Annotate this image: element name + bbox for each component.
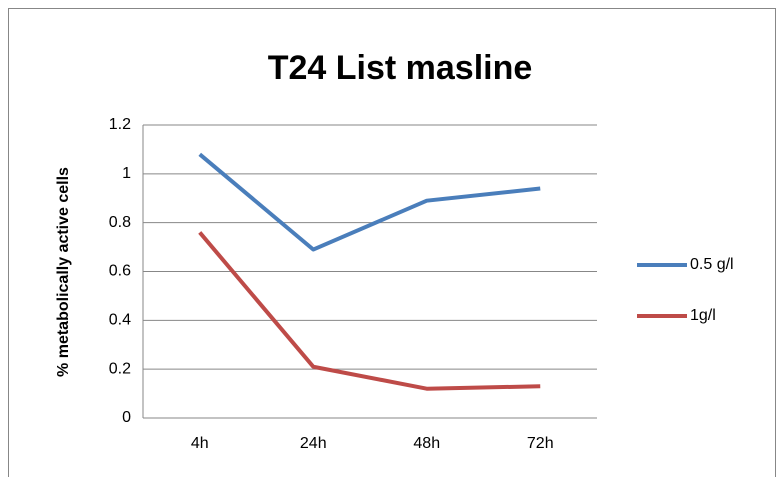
data-line	[198, 231, 541, 391]
y-tick-label: 0.8	[109, 214, 131, 231]
chart-title: T24 List masline	[268, 49, 533, 87]
x-tick-label: 48h	[413, 435, 440, 452]
x-tick-label: 24h	[300, 435, 327, 452]
x-tick-label: 4h	[191, 435, 209, 452]
y-tick-label: 1	[122, 165, 131, 182]
y-tick-label: 0.4	[109, 312, 131, 329]
y-axis-label: % metabolically active cells	[55, 167, 72, 377]
y-tick-label: 0	[122, 409, 131, 426]
data-line	[198, 152, 541, 252]
y-tick-label: 0.6	[109, 263, 131, 280]
legend-label: 1g/l	[690, 307, 716, 324]
y-tick-label: 1.2	[109, 116, 131, 133]
x-tick-label: 72h	[527, 435, 554, 452]
legend-label: 0.5 g/l	[690, 256, 734, 273]
chart-border	[8, 8, 776, 477]
y-tick-label: 0.2	[109, 360, 131, 377]
